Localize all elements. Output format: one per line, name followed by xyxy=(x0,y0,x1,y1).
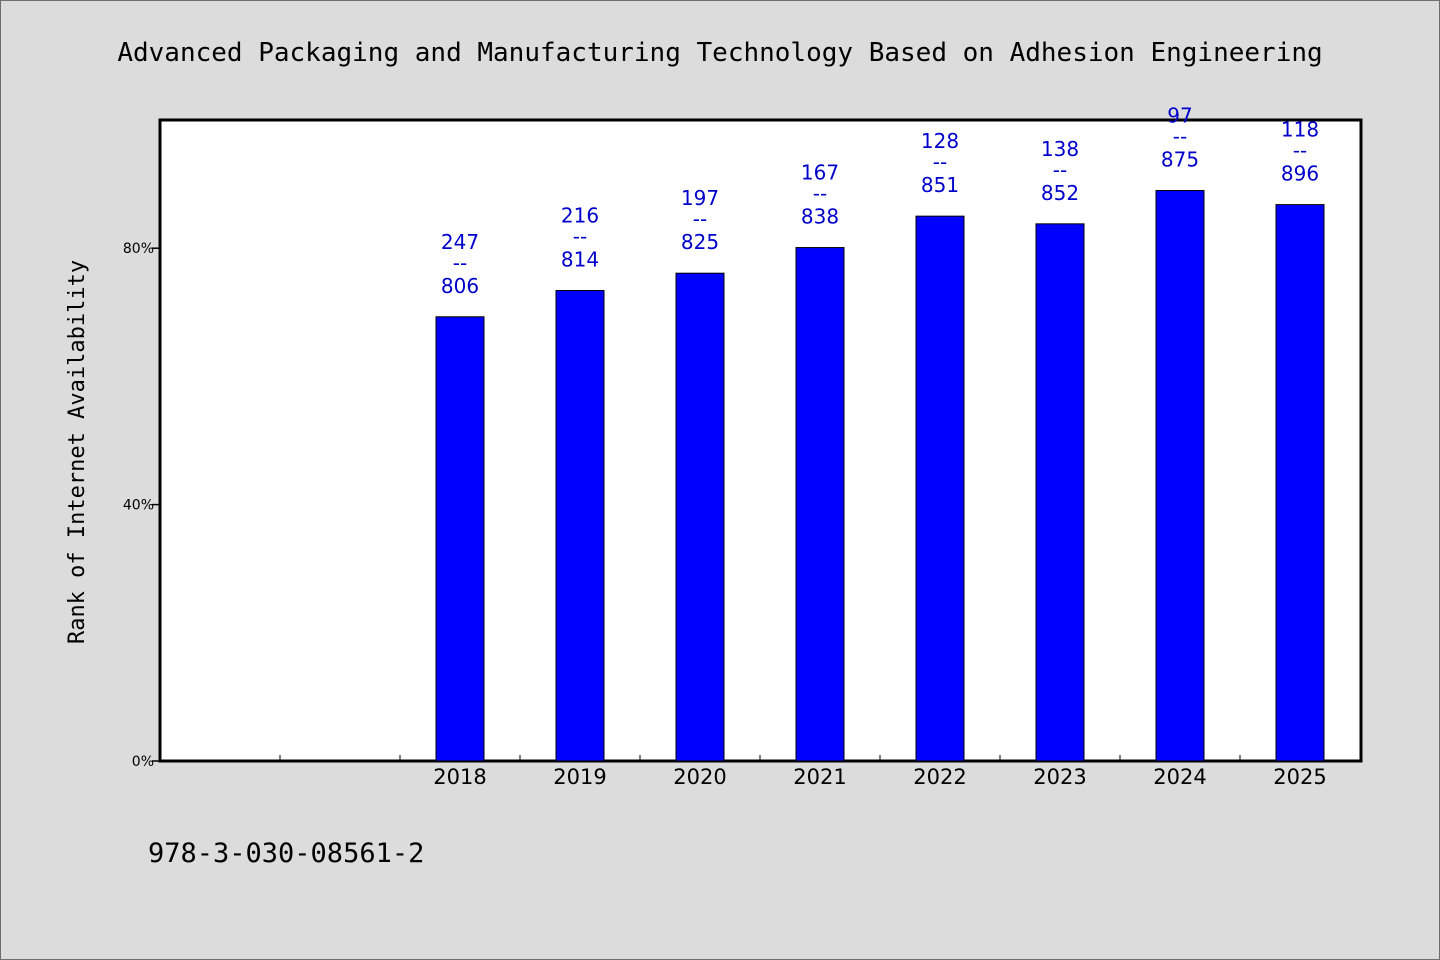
data-label-separator: -- xyxy=(933,150,947,174)
data-label-top: 197 xyxy=(681,186,719,210)
x-tick-label: 2025 xyxy=(1273,765,1326,789)
data-label-bottom: 896 xyxy=(1281,162,1319,186)
data-label-separator: -- xyxy=(573,225,587,249)
y-tick-label: 80% xyxy=(123,241,154,257)
bar-2019 xyxy=(555,290,605,762)
data-label-separator: -- xyxy=(1293,139,1307,163)
x-axis: 2018 2019 2020 2021 2022 2023 2024 2025 xyxy=(279,755,1327,789)
bar-2023 xyxy=(1035,223,1085,762)
x-tick-label: 2024 xyxy=(1153,765,1206,789)
isbn-footer: 978-3-030-08561-2 xyxy=(148,838,424,869)
data-label-bottom: 814 xyxy=(561,248,599,272)
x-tick-label: 2019 xyxy=(553,765,606,789)
x-tick-label: 2020 xyxy=(673,765,726,789)
data-label-separator: -- xyxy=(1053,158,1067,182)
bar-2025 xyxy=(1275,204,1325,762)
x-tick-label: 2018 xyxy=(433,765,486,789)
data-label-separator: -- xyxy=(693,207,707,231)
data-label-bottom: 851 xyxy=(921,173,959,197)
x-tick-label: 2022 xyxy=(913,765,966,789)
data-label-top: 97 xyxy=(1167,104,1192,128)
data-label-top: 118 xyxy=(1281,118,1319,142)
data-label-bottom: 875 xyxy=(1161,148,1199,172)
data-label-separator: -- xyxy=(1173,125,1187,149)
data-label-top: 128 xyxy=(921,129,959,153)
x-tick-label: 2023 xyxy=(1033,765,1086,789)
y-axis-title: Rank of Internet Availability xyxy=(65,260,90,644)
chart-title: Advanced Packaging and Manufacturing Tec… xyxy=(117,38,1322,68)
data-label-separator: -- xyxy=(453,251,467,275)
data-label-bottom: 825 xyxy=(681,230,719,254)
data-label-bottom: 852 xyxy=(1041,181,1079,205)
data-label-top: 167 xyxy=(801,161,839,185)
bar-2020 xyxy=(675,272,725,762)
y-tick-label: 40% xyxy=(123,498,154,514)
y-tick-label: 0% xyxy=(132,754,154,770)
data-label-bottom: 806 xyxy=(441,274,479,298)
bar-2018 xyxy=(435,316,485,762)
bar-2022 xyxy=(915,215,965,762)
data-label-separator: -- xyxy=(813,182,827,206)
data-label-bottom: 838 xyxy=(801,205,839,229)
data-label-top: 138 xyxy=(1041,137,1079,161)
y-axis: 0% 40% 80% xyxy=(123,241,160,770)
data-label-top: 216 xyxy=(561,204,599,228)
bar-2021 xyxy=(795,247,845,762)
bars xyxy=(435,190,1325,762)
x-tick-label: 2021 xyxy=(793,765,846,789)
data-labels: 247--806216--814197--825167--838128--851… xyxy=(441,104,1319,298)
data-label-top: 247 xyxy=(441,230,479,254)
bar-2024 xyxy=(1155,190,1205,762)
